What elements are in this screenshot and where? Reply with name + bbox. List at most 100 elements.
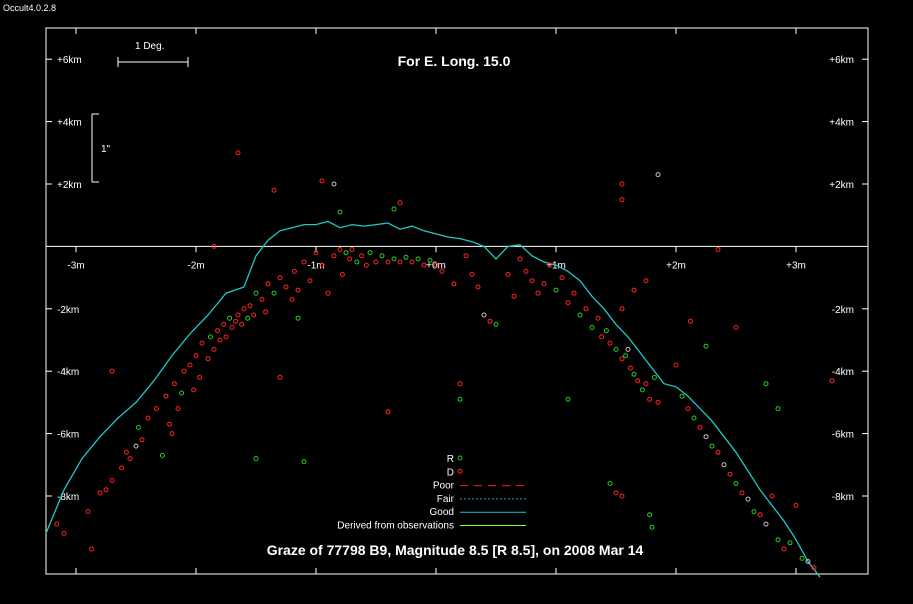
observation-point-D: [241, 306, 247, 312]
observation-point-D: [85, 509, 91, 515]
observation-point-R: [799, 555, 805, 561]
observation-point-D: [619, 306, 625, 312]
observation-point-D: [251, 312, 257, 318]
scale-bar-degree-label: 1 Deg.: [135, 41, 164, 52]
observation-point-D: [373, 259, 379, 265]
observation-point-R: [553, 287, 559, 293]
observation-point-R: [623, 353, 629, 359]
observation-point-R: [631, 371, 637, 377]
observation-point-D: [631, 287, 637, 293]
observation-point-D: [627, 365, 633, 371]
observation-point-D: [319, 178, 325, 184]
observation-point-R: [649, 524, 655, 530]
observation-point-D: [291, 268, 297, 274]
observation-point-D: [199, 340, 205, 346]
observation-point-D: [397, 200, 403, 206]
observation-point-D: [687, 318, 693, 324]
observation-point-D: [727, 471, 733, 477]
observation-point-D: [331, 253, 337, 259]
observation-point-R: [787, 540, 793, 546]
observation-point-D: [187, 362, 193, 368]
observation-point-G: [805, 559, 811, 564]
observation-point-D: [451, 281, 457, 287]
observation-point-D: [97, 490, 103, 496]
observation-point-R: [337, 209, 343, 215]
scale-bar-arcsec-label: 1": [101, 144, 111, 155]
observation-point-D: [123, 449, 129, 455]
observation-point-D: [167, 421, 173, 427]
observation-point-D: [359, 253, 365, 259]
observation-point-D: [339, 272, 345, 277]
observation-point-G: [745, 496, 751, 502]
y-tick-label-left: -4km: [57, 367, 79, 378]
observation-point-R: [703, 343, 709, 349]
observation-point-D: [565, 300, 571, 306]
observation-point-D: [295, 287, 301, 293]
observation-point-R: [245, 315, 251, 321]
observation-point-R: [135, 424, 141, 430]
observation-point-D: [599, 334, 605, 340]
observation-point-D: [517, 256, 523, 262]
x-tick-label: +2m: [666, 260, 686, 271]
app-version-label: Occult4.0.2.8: [3, 3, 57, 13]
observation-point-D: [163, 393, 169, 399]
observation-point-R: [651, 374, 657, 380]
observation-point-D: [319, 262, 325, 268]
observation-point-D: [277, 374, 283, 380]
observation-point-D: [221, 321, 227, 327]
observation-point-D: [307, 278, 313, 284]
observation-point-R: [589, 325, 595, 330]
observation-point-D: [613, 490, 619, 496]
observation-point-G: [481, 312, 487, 318]
x-tick-label: +1m: [546, 260, 566, 271]
observation-point-D: [259, 296, 265, 302]
observation-point-D: [559, 275, 565, 281]
observation-point-D: [223, 334, 229, 340]
observation-point-D: [363, 262, 369, 268]
observation-point-R: [775, 406, 781, 412]
observation-point-G: [703, 434, 709, 440]
observation-point-D: [715, 247, 721, 252]
observation-point-G: [655, 172, 661, 178]
observation-point-R: [427, 257, 433, 263]
x-tick-label: +3m: [786, 260, 806, 271]
observation-point-D: [263, 309, 269, 315]
y-tick-label-left: +2km: [57, 180, 82, 191]
observation-point-D: [153, 406, 159, 412]
observation-point-D: [739, 490, 745, 496]
observation-point-R: [207, 334, 213, 340]
observation-point-D: [469, 272, 475, 277]
legend-label: Good: [430, 507, 454, 518]
observation-point-R: [775, 537, 781, 543]
observation-point-D: [619, 197, 625, 203]
observation-point-D: [127, 456, 133, 462]
observation-point-D: [673, 362, 679, 368]
observation-point-R: [603, 328, 609, 334]
observation-point-D: [171, 381, 177, 387]
observation-point-D: [769, 493, 775, 499]
observation-point-D: [217, 337, 223, 343]
observation-point-D: [337, 247, 343, 252]
observation-point-D: [181, 368, 187, 374]
scale-bar-arcsec: 1": [91, 113, 111, 183]
observation-point-R: [227, 315, 233, 321]
observation-point-D: [239, 321, 245, 327]
observation-point-D: [265, 281, 271, 287]
observation-point-R: [639, 387, 645, 393]
observation-point-R: [577, 312, 583, 318]
observation-point-D: [619, 493, 625, 499]
y-tick-label-right: -2km: [832, 305, 854, 316]
observation-point-D: [197, 374, 203, 380]
observation-point-D: [715, 449, 721, 455]
y-tick-label-left: +6km: [57, 55, 82, 66]
observation-point-D: [829, 378, 835, 384]
observation-point-D: [635, 378, 641, 384]
y-tick-label-right: +4km: [829, 118, 854, 129]
observation-point-D: [211, 243, 217, 249]
observation-point-D: [139, 437, 145, 443]
observation-point-D: [385, 259, 391, 265]
observation-point-D: [169, 431, 175, 437]
observation-point-G: [331, 181, 337, 187]
observation-point-R: [354, 259, 360, 265]
